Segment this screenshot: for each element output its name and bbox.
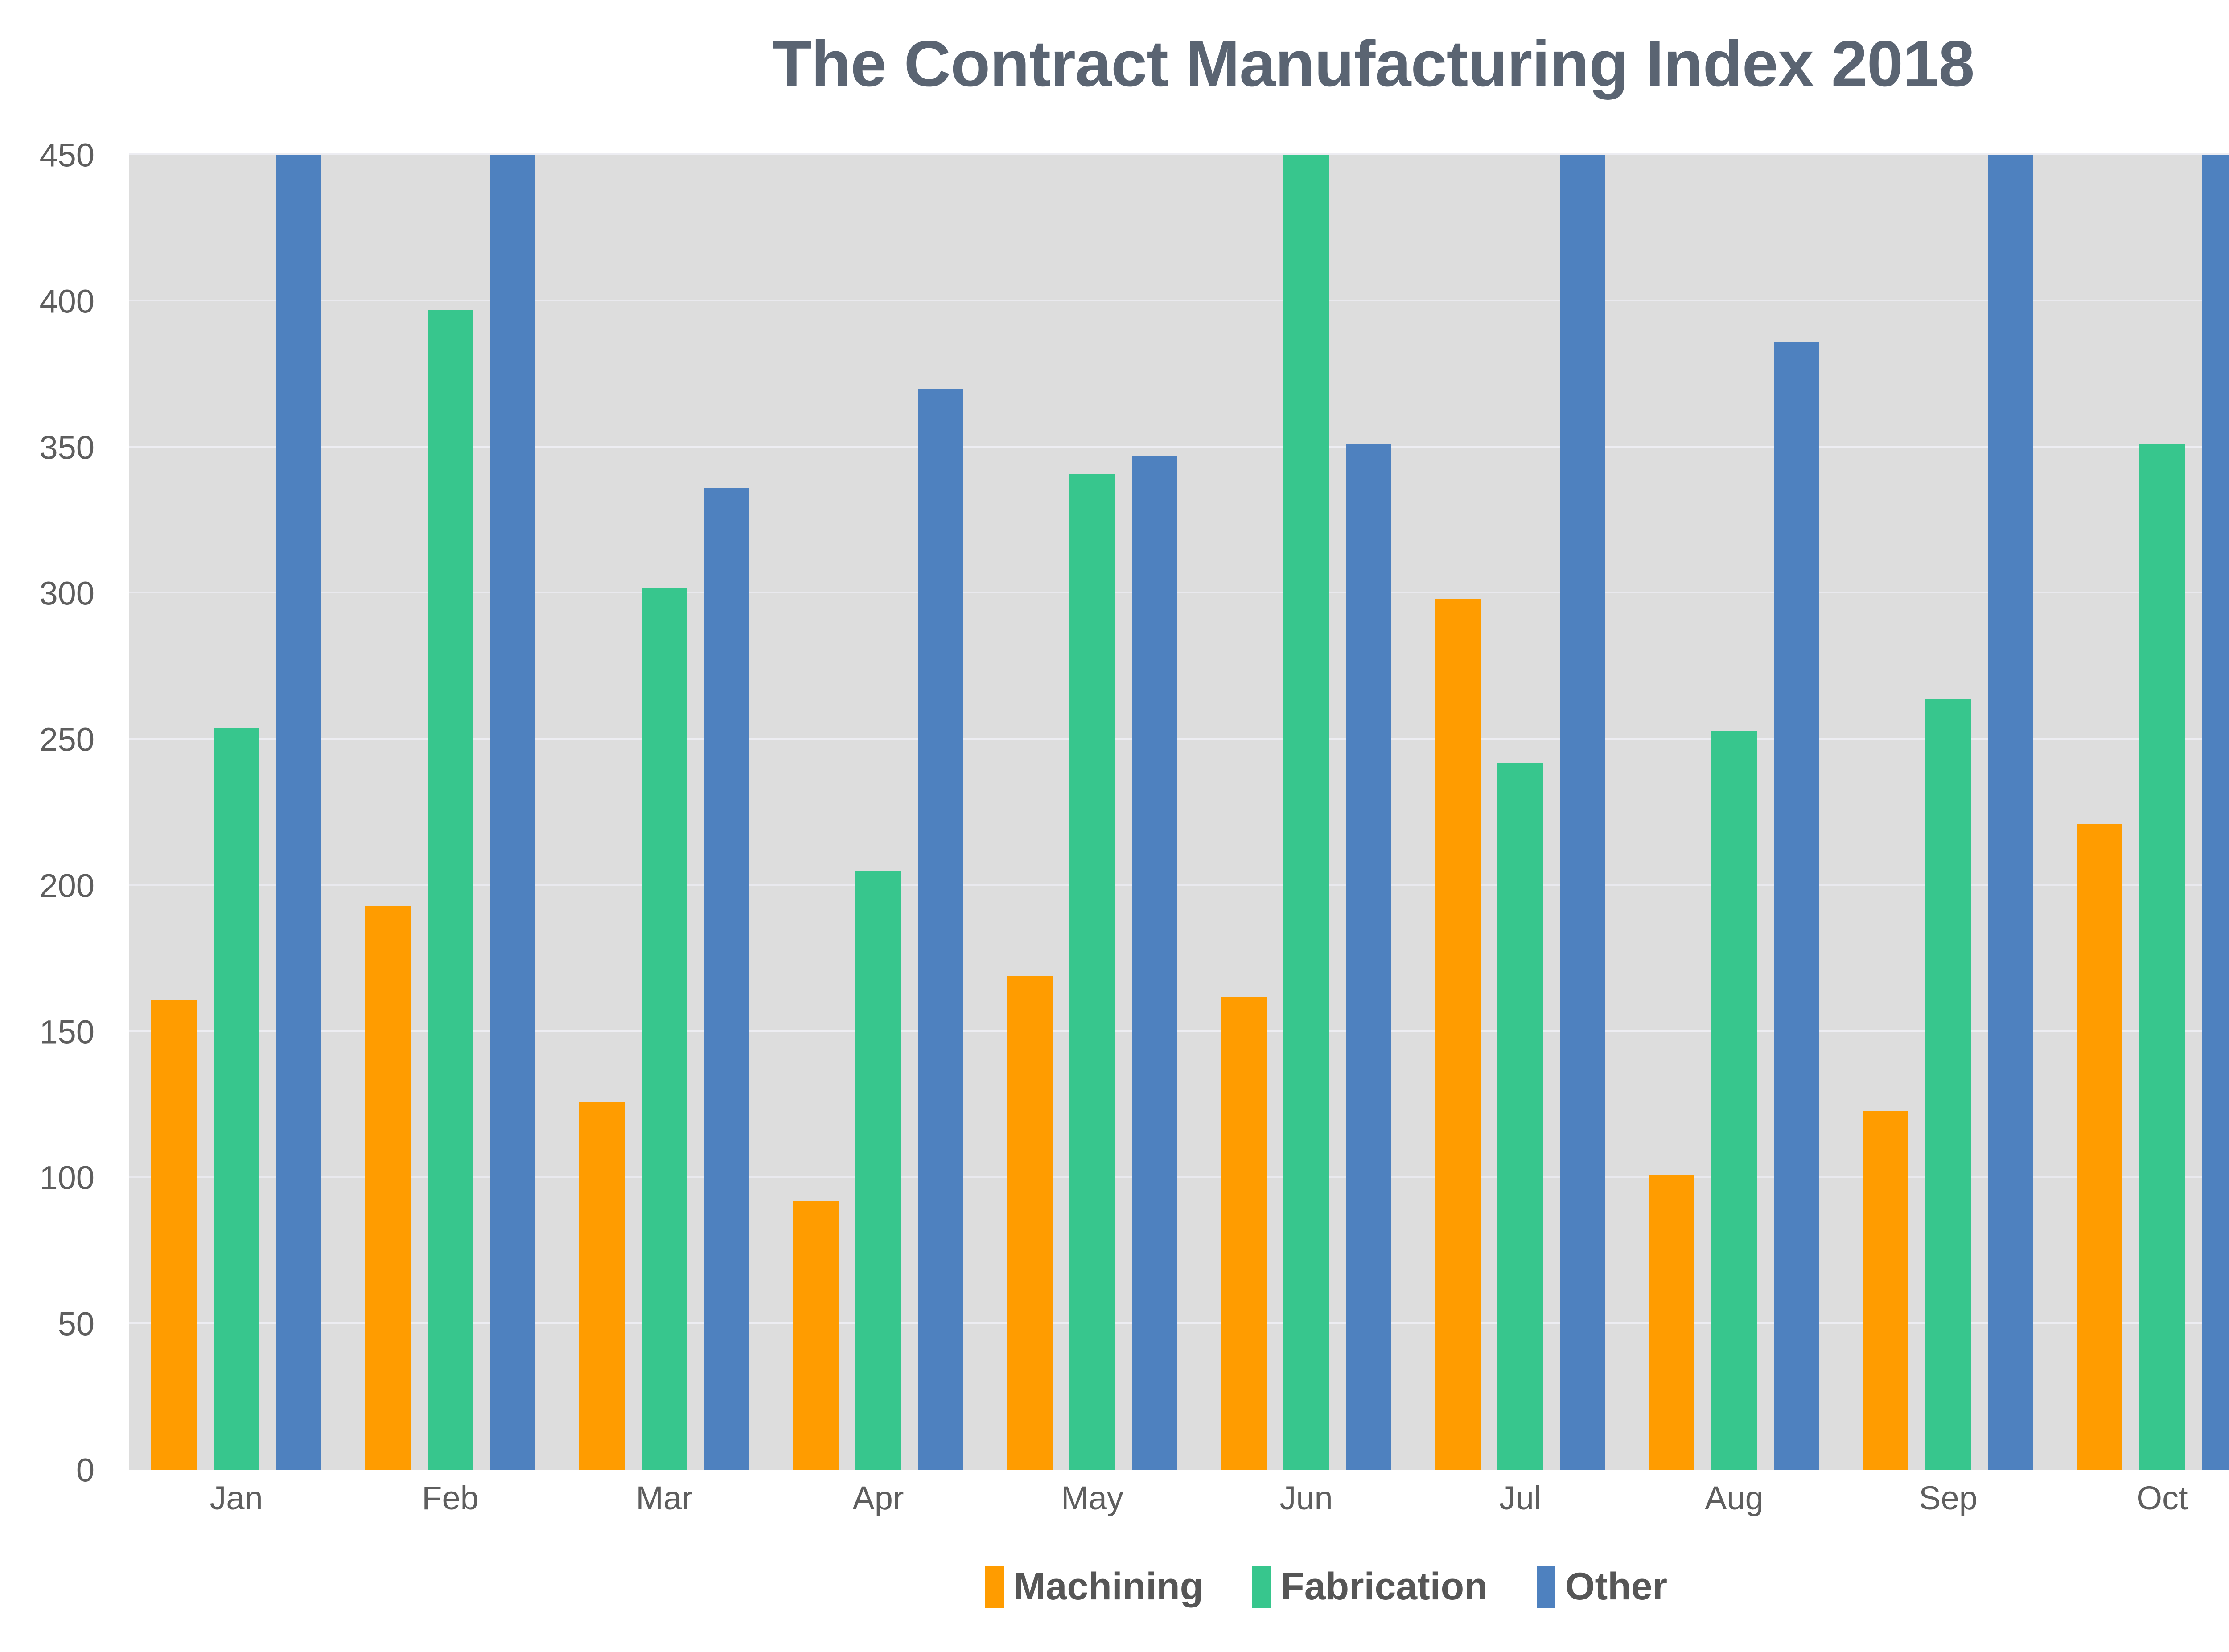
bar-other-oct[interactable]	[2202, 155, 2229, 1470]
y-axis-tick-label: 350	[39, 429, 95, 466]
bar-fabrication-may[interactable]	[1069, 473, 1115, 1470]
legend-swatch-icon	[985, 1565, 1004, 1608]
y-axis-tick-label: 50	[58, 1305, 95, 1343]
plot-area	[129, 153, 2229, 1470]
y-axis-tick-label: 150	[39, 1013, 95, 1051]
x-axis-tick-label: May	[1061, 1479, 1123, 1516]
x-axis: JanFebMarAprMayJunJulAugSepOctNovDec	[129, 1479, 2229, 1541]
bar-group	[2055, 155, 2229, 1470]
x-axis-tick-label: Feb	[422, 1479, 479, 1516]
bar-other-may[interactable]	[1132, 456, 1177, 1470]
bar-other-jan[interactable]	[276, 155, 321, 1470]
bar-fabrication-apr[interactable]	[855, 871, 901, 1470]
bar-other-sep[interactable]	[1988, 155, 2033, 1470]
x-axis-tick-label: Aug	[1705, 1479, 1764, 1516]
bar-machining-apr[interactable]	[793, 1201, 839, 1470]
bar-machining-may[interactable]	[1007, 976, 1053, 1470]
chart-legend: Machining Fabrication Other	[985, 1565, 1667, 1609]
bar-machining-mar[interactable]	[579, 1102, 625, 1470]
gridline	[129, 1030, 2229, 1032]
x-axis-tick-label: Jul	[1499, 1479, 1542, 1516]
gridline	[129, 1322, 2229, 1324]
bar-machining-aug[interactable]	[1649, 1175, 1694, 1470]
bar-fabrication-jul[interactable]	[1497, 763, 1543, 1470]
bar-machining-oct[interactable]	[2077, 824, 2122, 1470]
x-axis-tick-label: Oct	[2136, 1479, 2188, 1516]
bar-fabrication-oct[interactable]	[2139, 444, 2185, 1470]
bar-group	[129, 155, 343, 1470]
bar-other-aug[interactable]	[1774, 342, 1819, 1470]
bar-group	[557, 155, 771, 1470]
gridline	[129, 884, 2229, 886]
bar-other-feb[interactable]	[490, 155, 535, 1470]
gridline	[129, 153, 2229, 155]
bar-machining-feb[interactable]	[365, 906, 411, 1470]
y-axis-tick-label: 400	[39, 283, 95, 320]
legend-label: Other	[1565, 1565, 1668, 1608]
bar-machining-jun[interactable]	[1221, 997, 1267, 1470]
gridline	[129, 738, 2229, 740]
gridline	[129, 445, 2229, 448]
bar-fabrication-aug[interactable]	[1711, 731, 1757, 1470]
bar-fabrication-jun[interactable]	[1283, 155, 1329, 1470]
y-axis: 450 400 350 300 250 200 150 100 50 0	[0, 137, 111, 1489]
x-axis-tick-label: Sep	[1919, 1479, 1978, 1516]
y-axis-tick-label: 100	[39, 1159, 95, 1196]
bar-group	[1841, 155, 2055, 1470]
legend-label: Machining	[1014, 1565, 1204, 1608]
bar-group	[771, 155, 985, 1470]
bar-other-mar[interactable]	[704, 488, 749, 1470]
bar-group	[1199, 155, 1413, 1470]
bar-group	[1627, 155, 1841, 1470]
bar-fabrication-jan[interactable]	[214, 727, 259, 1470]
bar-other-jul[interactable]	[1560, 155, 1605, 1470]
bar-other-jun[interactable]	[1346, 444, 1391, 1470]
legend-swatch-icon	[1536, 1565, 1555, 1608]
bar-group	[985, 155, 1199, 1470]
x-axis-tick-label: Jan	[210, 1479, 263, 1516]
bar-machining-jan[interactable]	[151, 999, 197, 1470]
gridline	[129, 592, 2229, 594]
y-axis-tick-label: 300	[39, 575, 95, 612]
y-axis-tick-label: 250	[39, 721, 95, 758]
gridline	[129, 299, 2229, 301]
legend-item-machining[interactable]: Machining	[985, 1565, 1203, 1609]
bar-fabrication-mar[interactable]	[642, 588, 687, 1470]
gridline	[129, 1176, 2229, 1178]
y-axis-tick-label: 0	[76, 1451, 95, 1489]
x-axis-tick-label: Mar	[636, 1479, 693, 1516]
legend-item-other[interactable]: Other	[1536, 1565, 1668, 1609]
chart-title: The Contract Manufacturing Index 2018	[772, 27, 1975, 100]
bar-group	[343, 155, 557, 1470]
legend-item-fabrication[interactable]: Fabrication	[1252, 1565, 1488, 1609]
bar-group	[1413, 155, 1627, 1470]
bar-machining-sep[interactable]	[1863, 1110, 1908, 1470]
legend-swatch-icon	[1252, 1565, 1271, 1608]
legend-label: Fabrication	[1281, 1565, 1488, 1608]
bar-fabrication-sep[interactable]	[1925, 699, 1971, 1470]
bars-layer	[129, 155, 2229, 1470]
bar-other-apr[interactable]	[918, 389, 963, 1470]
bar-fabrication-feb[interactable]	[428, 310, 473, 1470]
x-axis-tick-label: Jun	[1279, 1479, 1333, 1516]
y-axis-tick-label: 200	[39, 867, 95, 904]
y-axis-tick-label: 450	[39, 136, 95, 174]
bar-machining-jul[interactable]	[1435, 599, 1481, 1470]
x-axis-tick-label: Apr	[852, 1479, 904, 1516]
